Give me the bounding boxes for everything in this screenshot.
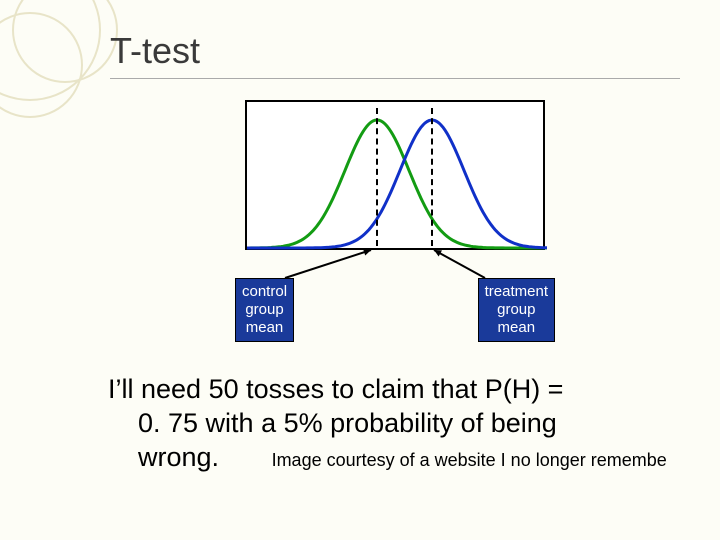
treatment-label-box: treatment group mean: [478, 278, 555, 342]
control-label-box: control group mean: [235, 278, 294, 342]
curves-svg: [247, 102, 547, 252]
ttest-chart: control group mean treatment group mean: [245, 100, 545, 330]
body-line1: I’ll need 50 tosses to claim that P(H) =: [108, 374, 563, 404]
image-credit: Image courtesy of a website I no longer …: [272, 450, 667, 470]
corner-decoration: [0, 0, 120, 120]
body-line3-prefix: wrong.: [138, 442, 219, 472]
title-underline: [110, 78, 680, 79]
page-title: T-test: [110, 30, 200, 72]
control-mean-line: [376, 108, 378, 246]
body-paragraph: I’ll need 50 tosses to claim that P(H) =…: [108, 373, 718, 474]
body-line2: 0. 75 with a 5% probability of being: [138, 408, 557, 438]
rings-icon: [0, 0, 120, 120]
chart-labels-row: control group mean treatment group mean: [235, 278, 555, 342]
chart-plot-area: [245, 100, 545, 250]
treatment-mean-line: [431, 108, 433, 246]
